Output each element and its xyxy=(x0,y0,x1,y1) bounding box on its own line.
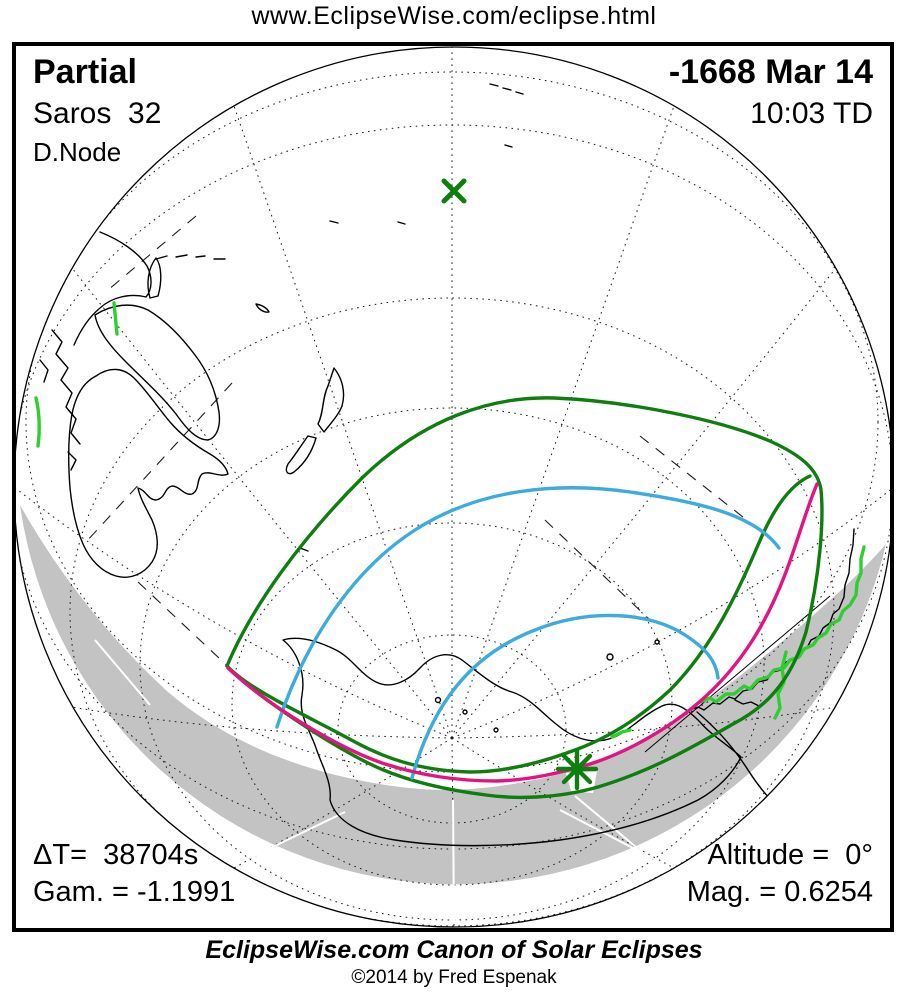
day-notch xyxy=(566,771,597,793)
x-marker xyxy=(441,178,467,204)
globe-limb xyxy=(16,46,890,928)
eclipse-time-label: 10:03 TD xyxy=(750,97,873,130)
copyright: ©2014 by Fred Espenak xyxy=(351,967,557,988)
map-frame: Partial Saros 32 D.Node -1668 Mar 14 10:… xyxy=(12,42,894,932)
horizon-line xyxy=(644,595,831,753)
node-label: D.Node xyxy=(33,137,122,167)
globe-map xyxy=(16,46,890,928)
delta-t-value: ΔT= 38704s xyxy=(33,839,199,871)
canon-title: EclipseWise.com Canon of Solar Eclipses xyxy=(205,936,703,964)
sunrise-sunset-coast-highlight xyxy=(34,301,866,739)
white-meridians-in-night xyxy=(94,639,693,923)
magnitude-value: Mag. = 0.6254 xyxy=(686,876,873,908)
site-url: www.EclipseWise.com/eclipse.html xyxy=(251,2,657,30)
eclipse-begin-end-curve-upper xyxy=(275,486,781,729)
eclipse-date-label: -1668 Mar 14 xyxy=(668,53,873,91)
gamma-value: Gam. = -1.1991 xyxy=(33,876,236,908)
star-marker xyxy=(555,747,599,791)
penumbra-outer-limit xyxy=(224,396,824,800)
eclipse-begin-end-curve-lower xyxy=(410,613,720,780)
maximum-eclipse-curve xyxy=(226,482,819,783)
night-shading xyxy=(20,505,886,885)
saros-label: Saros 32 xyxy=(33,97,162,130)
eclipse-type-label: Partial xyxy=(33,53,137,91)
altitude-value: Altitude = 0° xyxy=(707,839,873,871)
dashed-reference-lines xyxy=(85,215,763,675)
